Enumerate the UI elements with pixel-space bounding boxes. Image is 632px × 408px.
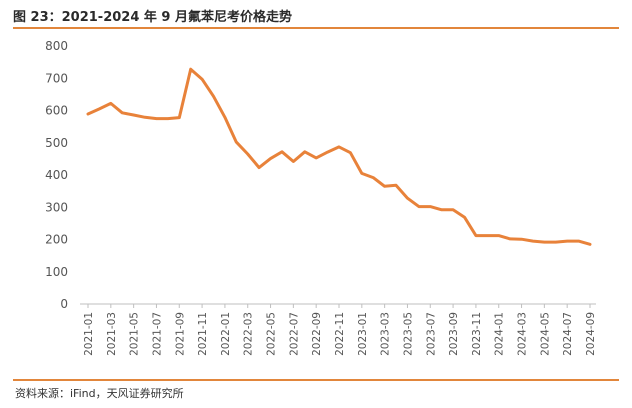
x-tick-label: 2024-01	[494, 312, 506, 356]
x-tick-label: 2023-01	[357, 312, 369, 356]
x-tick-label: 2021-03	[106, 312, 118, 356]
y-tick-label: 0	[60, 297, 68, 311]
price-line-chart: 0 100 200 300 400 500 600 700 800 2021-01 2021-03 2…	[45, 39, 597, 356]
x-tick-label: 2023-07	[425, 312, 437, 356]
x-tick-label: 2022-03	[243, 312, 255, 356]
source-note: 资料来源：iFind，天风证券研究所	[15, 387, 184, 400]
y-tick-label: 400	[45, 168, 68, 182]
x-tick-label: 2021-09	[174, 312, 186, 356]
figure-title: 图 23：2021-2024 年 9 月氟苯尼考价格走势	[13, 10, 292, 25]
y-tick-label: 100	[45, 265, 68, 279]
x-tick-label: 2023-05	[402, 312, 414, 356]
x-tick-label: 2022-05	[266, 312, 278, 356]
y-tick-label: 200	[45, 233, 68, 247]
x-tick-label: 2022-11	[334, 312, 346, 356]
y-tick-label: 600	[45, 104, 68, 118]
top-rule	[13, 27, 619, 29]
x-tick-label: 2021-01	[83, 312, 95, 356]
x-tick-label: 2021-07	[151, 312, 163, 356]
x-tick-label: 2022-07	[288, 312, 300, 356]
x-tick-label: 2024-07	[562, 312, 574, 356]
x-tick-label: 2024-09	[585, 312, 597, 356]
bottom-rule	[13, 379, 619, 381]
x-tick-label: 2021-11	[197, 312, 209, 356]
x-tick-label: 2023-11	[471, 312, 483, 356]
x-tick-label: 2024-05	[539, 312, 551, 356]
series-line	[86, 67, 592, 246]
y-tick-label: 500	[45, 136, 68, 150]
y-tick-label: 800	[45, 39, 68, 53]
x-tick-label: 2023-09	[448, 312, 460, 356]
x-tick-label: 2024-03	[517, 312, 529, 356]
y-tick-label: 300	[45, 200, 68, 214]
x-tick-label: 2021-05	[129, 312, 141, 356]
x-tick-label: 2023-03	[380, 312, 392, 356]
x-tick-label: 2022-09	[311, 312, 323, 356]
x-tick-label: 2022-01	[220, 312, 232, 356]
y-tick-label: 700	[45, 71, 68, 85]
